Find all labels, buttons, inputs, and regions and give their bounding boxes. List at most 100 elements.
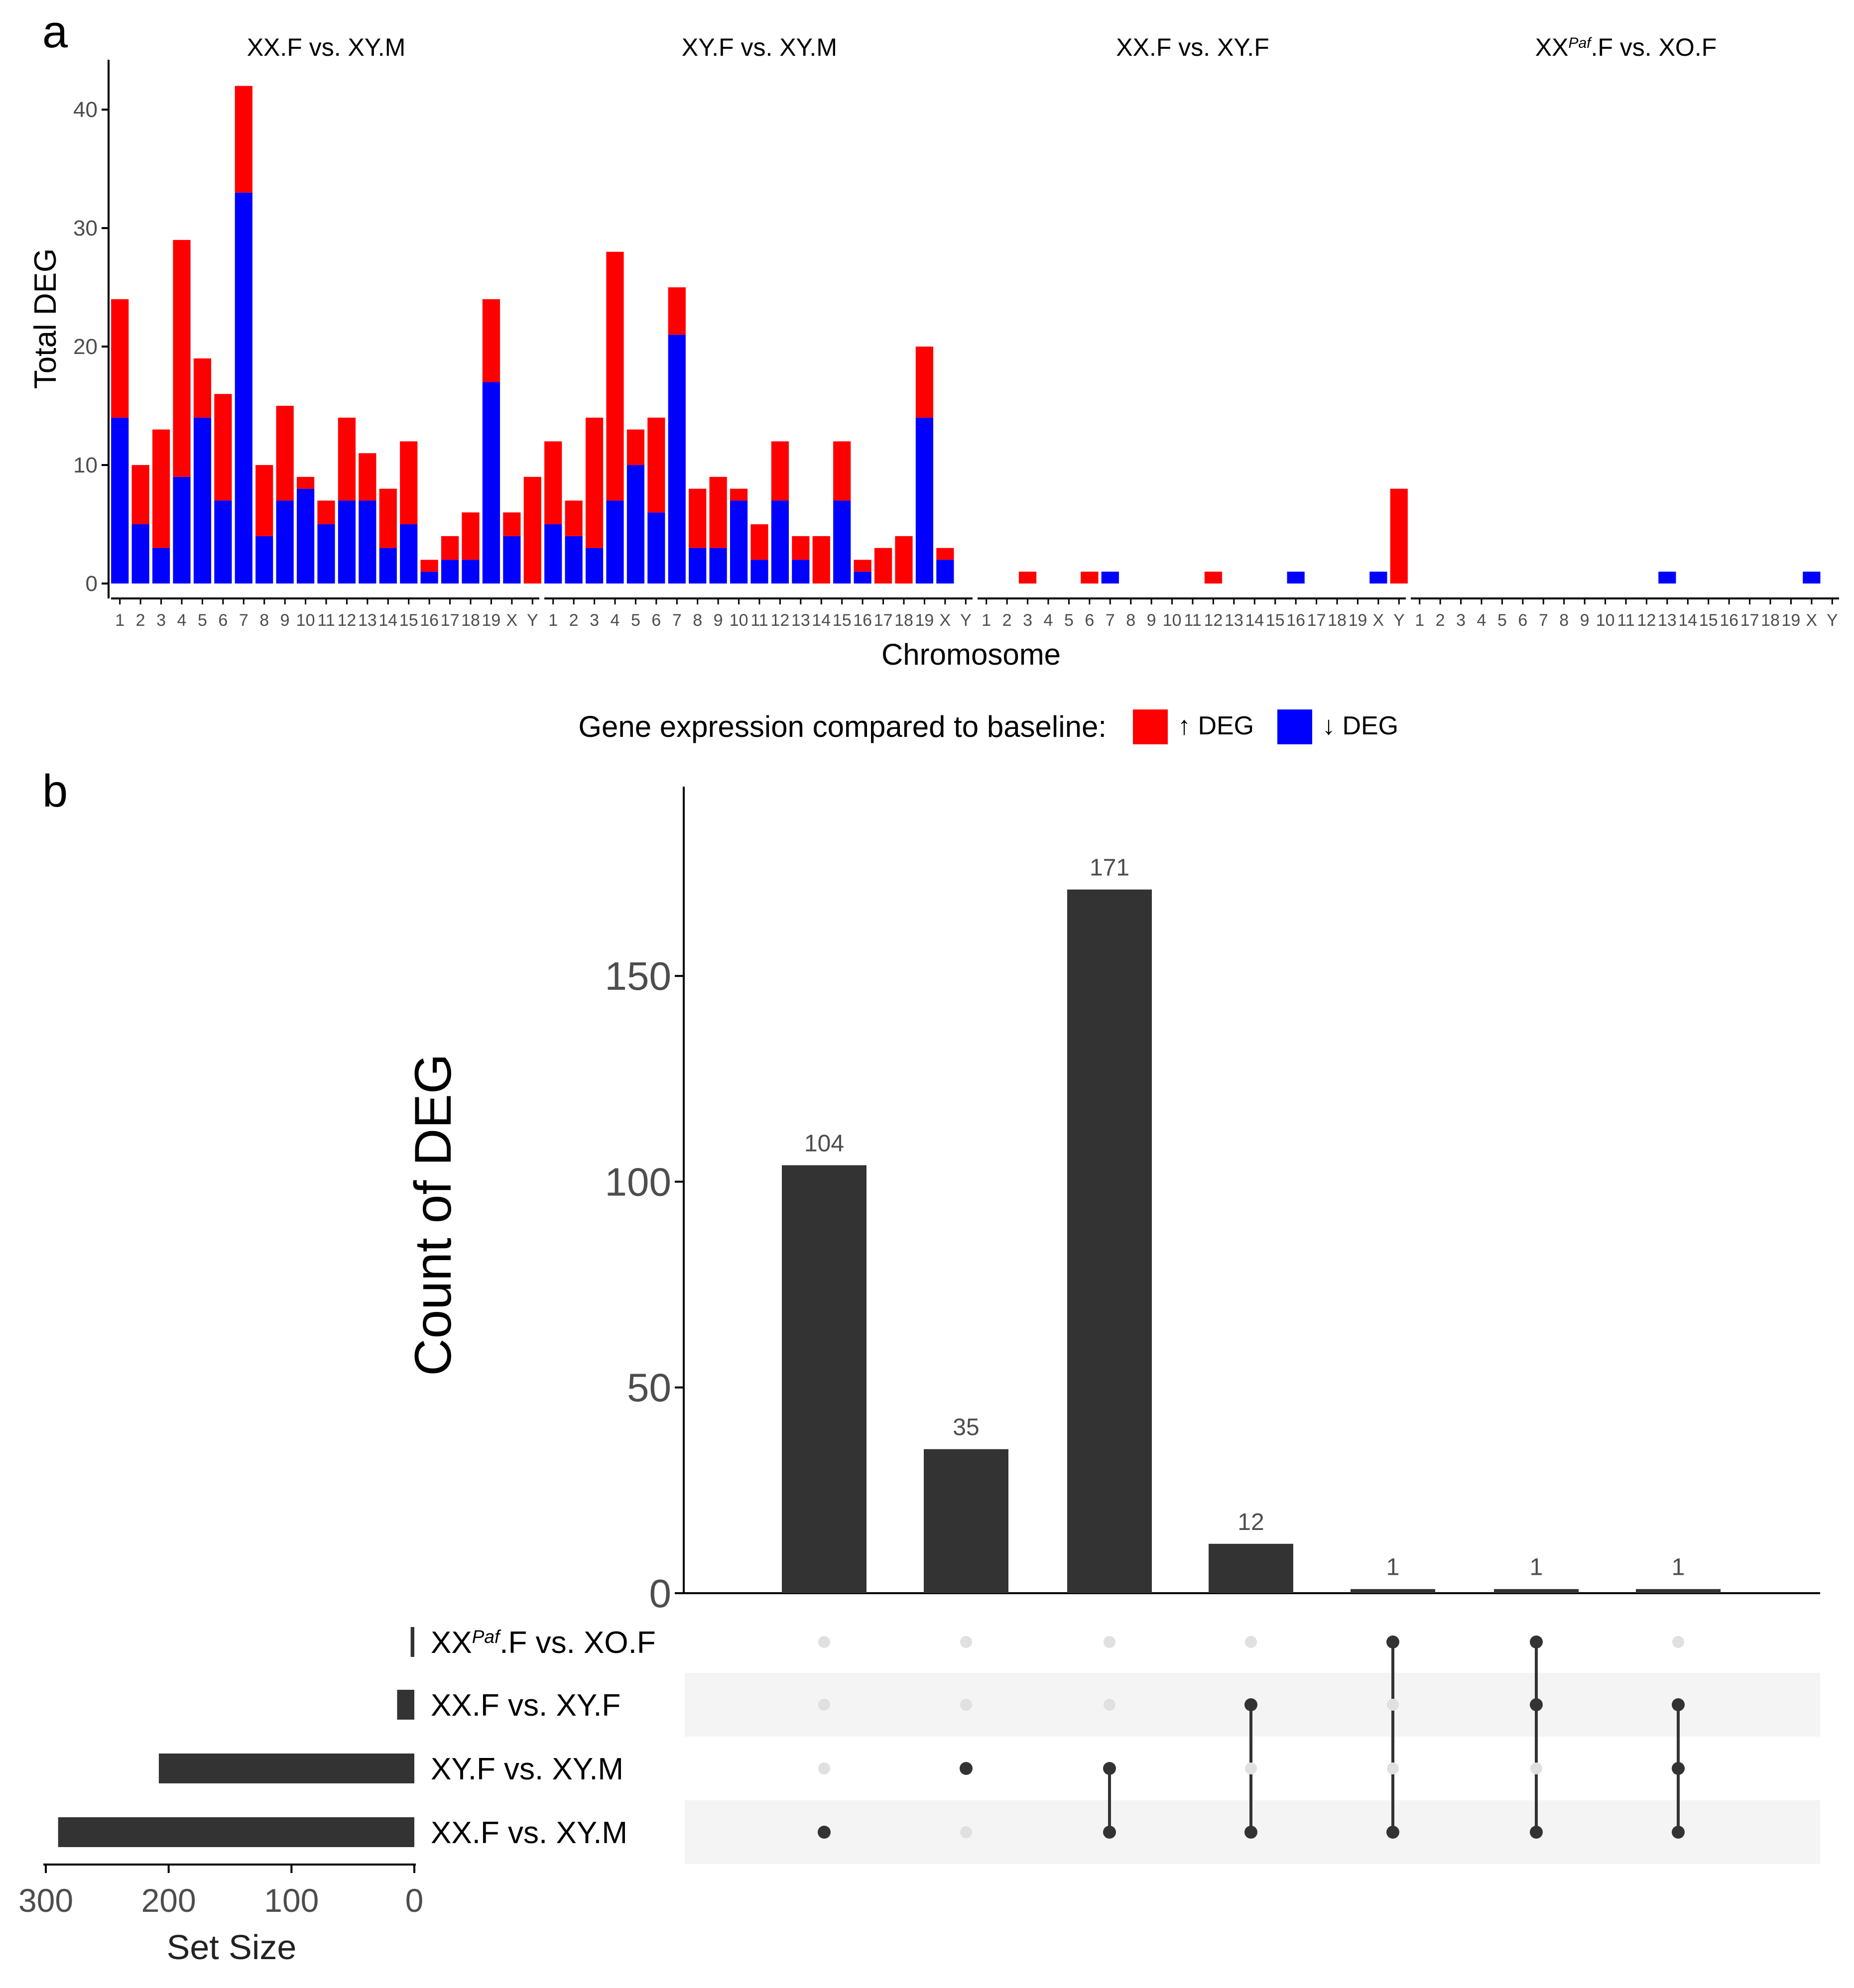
bar-down-chr-11 [317,524,335,584]
x-tick-label-14: 14 [1678,611,1697,630]
matrix-dot-inactive [960,1636,972,1648]
matrix-dot-inactive [960,1699,972,1711]
x-tick-label-X: X [506,611,518,630]
x-tick-label-16: 16 [420,611,439,630]
set-name-label: XX.F vs. XY.M [431,1816,627,1850]
x-tick-label-11: 11 [1617,611,1634,630]
x-tick-label-Y: Y [960,611,972,630]
x-tick-label-7: 7 [239,611,248,630]
x-tick-label-15: 15 [1266,611,1285,630]
intersection-value-label: 104 [804,1130,844,1157]
bar-down-chr-15 [400,524,418,584]
bar-down-chr-2 [131,524,149,584]
bar-up-chr-9 [709,476,727,548]
matrix-dot-active [1672,1826,1685,1839]
x-tick-label-13: 13 [791,611,810,630]
x-tick-label-13: 13 [1658,611,1677,630]
intersection-bar-3 [1067,889,1152,1593]
x-tick-label-18: 18 [1328,611,1347,630]
x-tick-label-Y: Y [527,611,538,630]
bar-down-chr-12 [338,500,356,584]
panel-a-y-tick-label: 40 [73,98,98,122]
bar-down-chr-13 [792,560,810,584]
bar-down-chr-X [936,560,954,584]
x-tick-label-X: X [1373,611,1384,630]
x-tick-label-18: 18 [1761,611,1780,630]
matrix-dot-active [1530,1698,1543,1711]
bar-up-chr-3 [1018,572,1037,584]
bar-down-chr-11 [750,560,768,584]
bar-up-chr-19 [915,347,934,418]
bar-up-chr-8 [255,465,273,536]
x-tick-label-4: 4 [1477,611,1486,630]
legend-down-swatch [1277,709,1312,744]
x-tick-label-7: 7 [672,611,682,630]
bar-down-chr-15 [833,500,851,584]
x-tick-label-2: 2 [569,611,579,630]
x-tick-label-8: 8 [259,611,269,630]
bar-up-chr-2 [131,465,149,525]
bar-up-chr-7 [235,86,252,193]
x-tick-label-10: 10 [1163,611,1182,630]
set-size-tick-label: 200 [141,1882,196,1919]
x-tick-label-6: 6 [651,611,661,630]
matrix-dot-inactive [1245,1636,1257,1648]
set-size-bar [397,1690,414,1720]
bar-down-chr-4 [606,500,624,584]
bar-up-chr-15 [400,441,418,525]
facet-title: XY.F vs. XY.M [682,33,837,61]
bar-up-chr-1 [111,299,129,418]
bar-down-chr-X [503,536,521,584]
x-tick-label-8: 8 [1559,611,1569,630]
bar-down-chr-13 [1658,572,1676,584]
matrix-dot-active [1530,1636,1543,1648]
matrix-dot-active [1244,1698,1257,1711]
x-tick-label-6: 6 [218,611,228,630]
panel-b-ylabel: Count of DEG [404,1053,462,1376]
panel-a-y-tick-label: 10 [73,453,98,477]
panel-b-y-tick-label: 50 [627,1366,671,1410]
matrix-dot-active [1103,1762,1116,1775]
bar-up-chr-4 [606,251,624,501]
x-tick-label-13: 13 [358,611,377,630]
set-size-tick-label: 0 [405,1882,424,1919]
x-tick-label-19: 19 [1782,611,1801,630]
bar-down-chr-10 [730,500,748,584]
x-tick-label-3: 3 [156,611,166,630]
bar-down-chr-7 [668,335,686,584]
bar-up-chr-12 [1204,572,1223,584]
bar-up-chr-18 [895,536,913,584]
bar-up-chr-4 [173,239,191,477]
matrix-dot-inactive [1387,1762,1399,1774]
intersection-bar-2 [924,1449,1008,1593]
x-tick-label-11: 11 [750,611,768,630]
panel-a-xlabel: Chromosome [881,638,1061,671]
facet-1: XX.F vs. XY.M1 2 3 4 5 6 7 8 9 10 11 12 13 14 15 16 17 18… [111,33,541,630]
bar-up-chr-15 [833,441,851,501]
x-tick-label-2: 2 [136,611,145,630]
x-tick-label-16: 16 [1286,611,1305,630]
bar-down-chr-1 [111,417,129,584]
bar-up-chr-14 [379,488,397,548]
bar-down-chr-5 [626,465,645,584]
bar-up-chr-18 [462,512,480,560]
bar-up-chr-X [936,548,954,560]
bar-up-chr-9 [276,406,294,501]
bar-up-chr-6 [214,394,232,501]
matrix-dot-inactive [1387,1699,1399,1711]
panel-a-label: a [42,6,68,57]
matrix-dot-active [1386,1826,1399,1839]
intersection-value-label: 171 [1090,855,1129,881]
x-tick-label-16: 16 [1720,611,1738,630]
bar-up-chr-12 [338,417,356,501]
matrix-dot-active [1244,1826,1257,1839]
legend-down-label: ↓ DEG [1322,711,1398,740]
matrix-dot-inactive [1245,1762,1257,1774]
bar-up-chr-2 [565,500,583,536]
set-name-label: XY.F vs. XY.M [431,1752,623,1786]
intersection-value-label: 35 [953,1414,979,1441]
bar-down-chr-X [1803,572,1821,584]
intersection-bar-6 [1494,1589,1579,1593]
bar-up-chr-6 [1081,572,1099,584]
